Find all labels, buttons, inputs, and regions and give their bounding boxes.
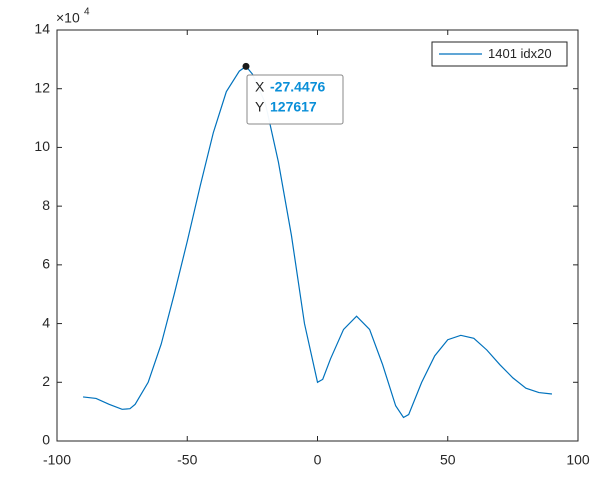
legend-label: 1401 idx20 (488, 46, 552, 61)
data-line (82, 65, 553, 419)
y-tick-label: 4 (42, 314, 50, 330)
x-tick-label: 100 (566, 452, 590, 468)
y-tick-label: 8 (42, 197, 50, 213)
datatip: X -27.4476 Y 127617 (246, 74, 344, 125)
y-tick-label: 0 (42, 432, 50, 448)
legend: 1401 idx20 (431, 41, 568, 67)
datatip-box (246, 74, 344, 125)
y-multiplier-exponent: 4 (84, 7, 90, 18)
x-tick-label: -100 (43, 452, 71, 468)
y-tick-label: 12 (34, 79, 50, 95)
datatip-x-label: X (255, 79, 265, 95)
y-tick-label: 10 (34, 138, 50, 154)
datatip-marker (242, 62, 250, 70)
datatip-y-value: 127617 (270, 99, 317, 115)
y-tick-label: 14 (34, 21, 50, 37)
x-tick-label: 0 (314, 452, 322, 468)
y-tick-label: 6 (42, 256, 50, 272)
datatip-x-value: -27.4476 (270, 79, 325, 95)
x-tick-label: 50 (440, 452, 456, 468)
y-tick-label: 2 (42, 373, 50, 389)
x-tick-label: -50 (177, 452, 197, 468)
y-multiplier-base: ×10 (56, 10, 80, 26)
datatip-y-label: Y (255, 99, 265, 115)
